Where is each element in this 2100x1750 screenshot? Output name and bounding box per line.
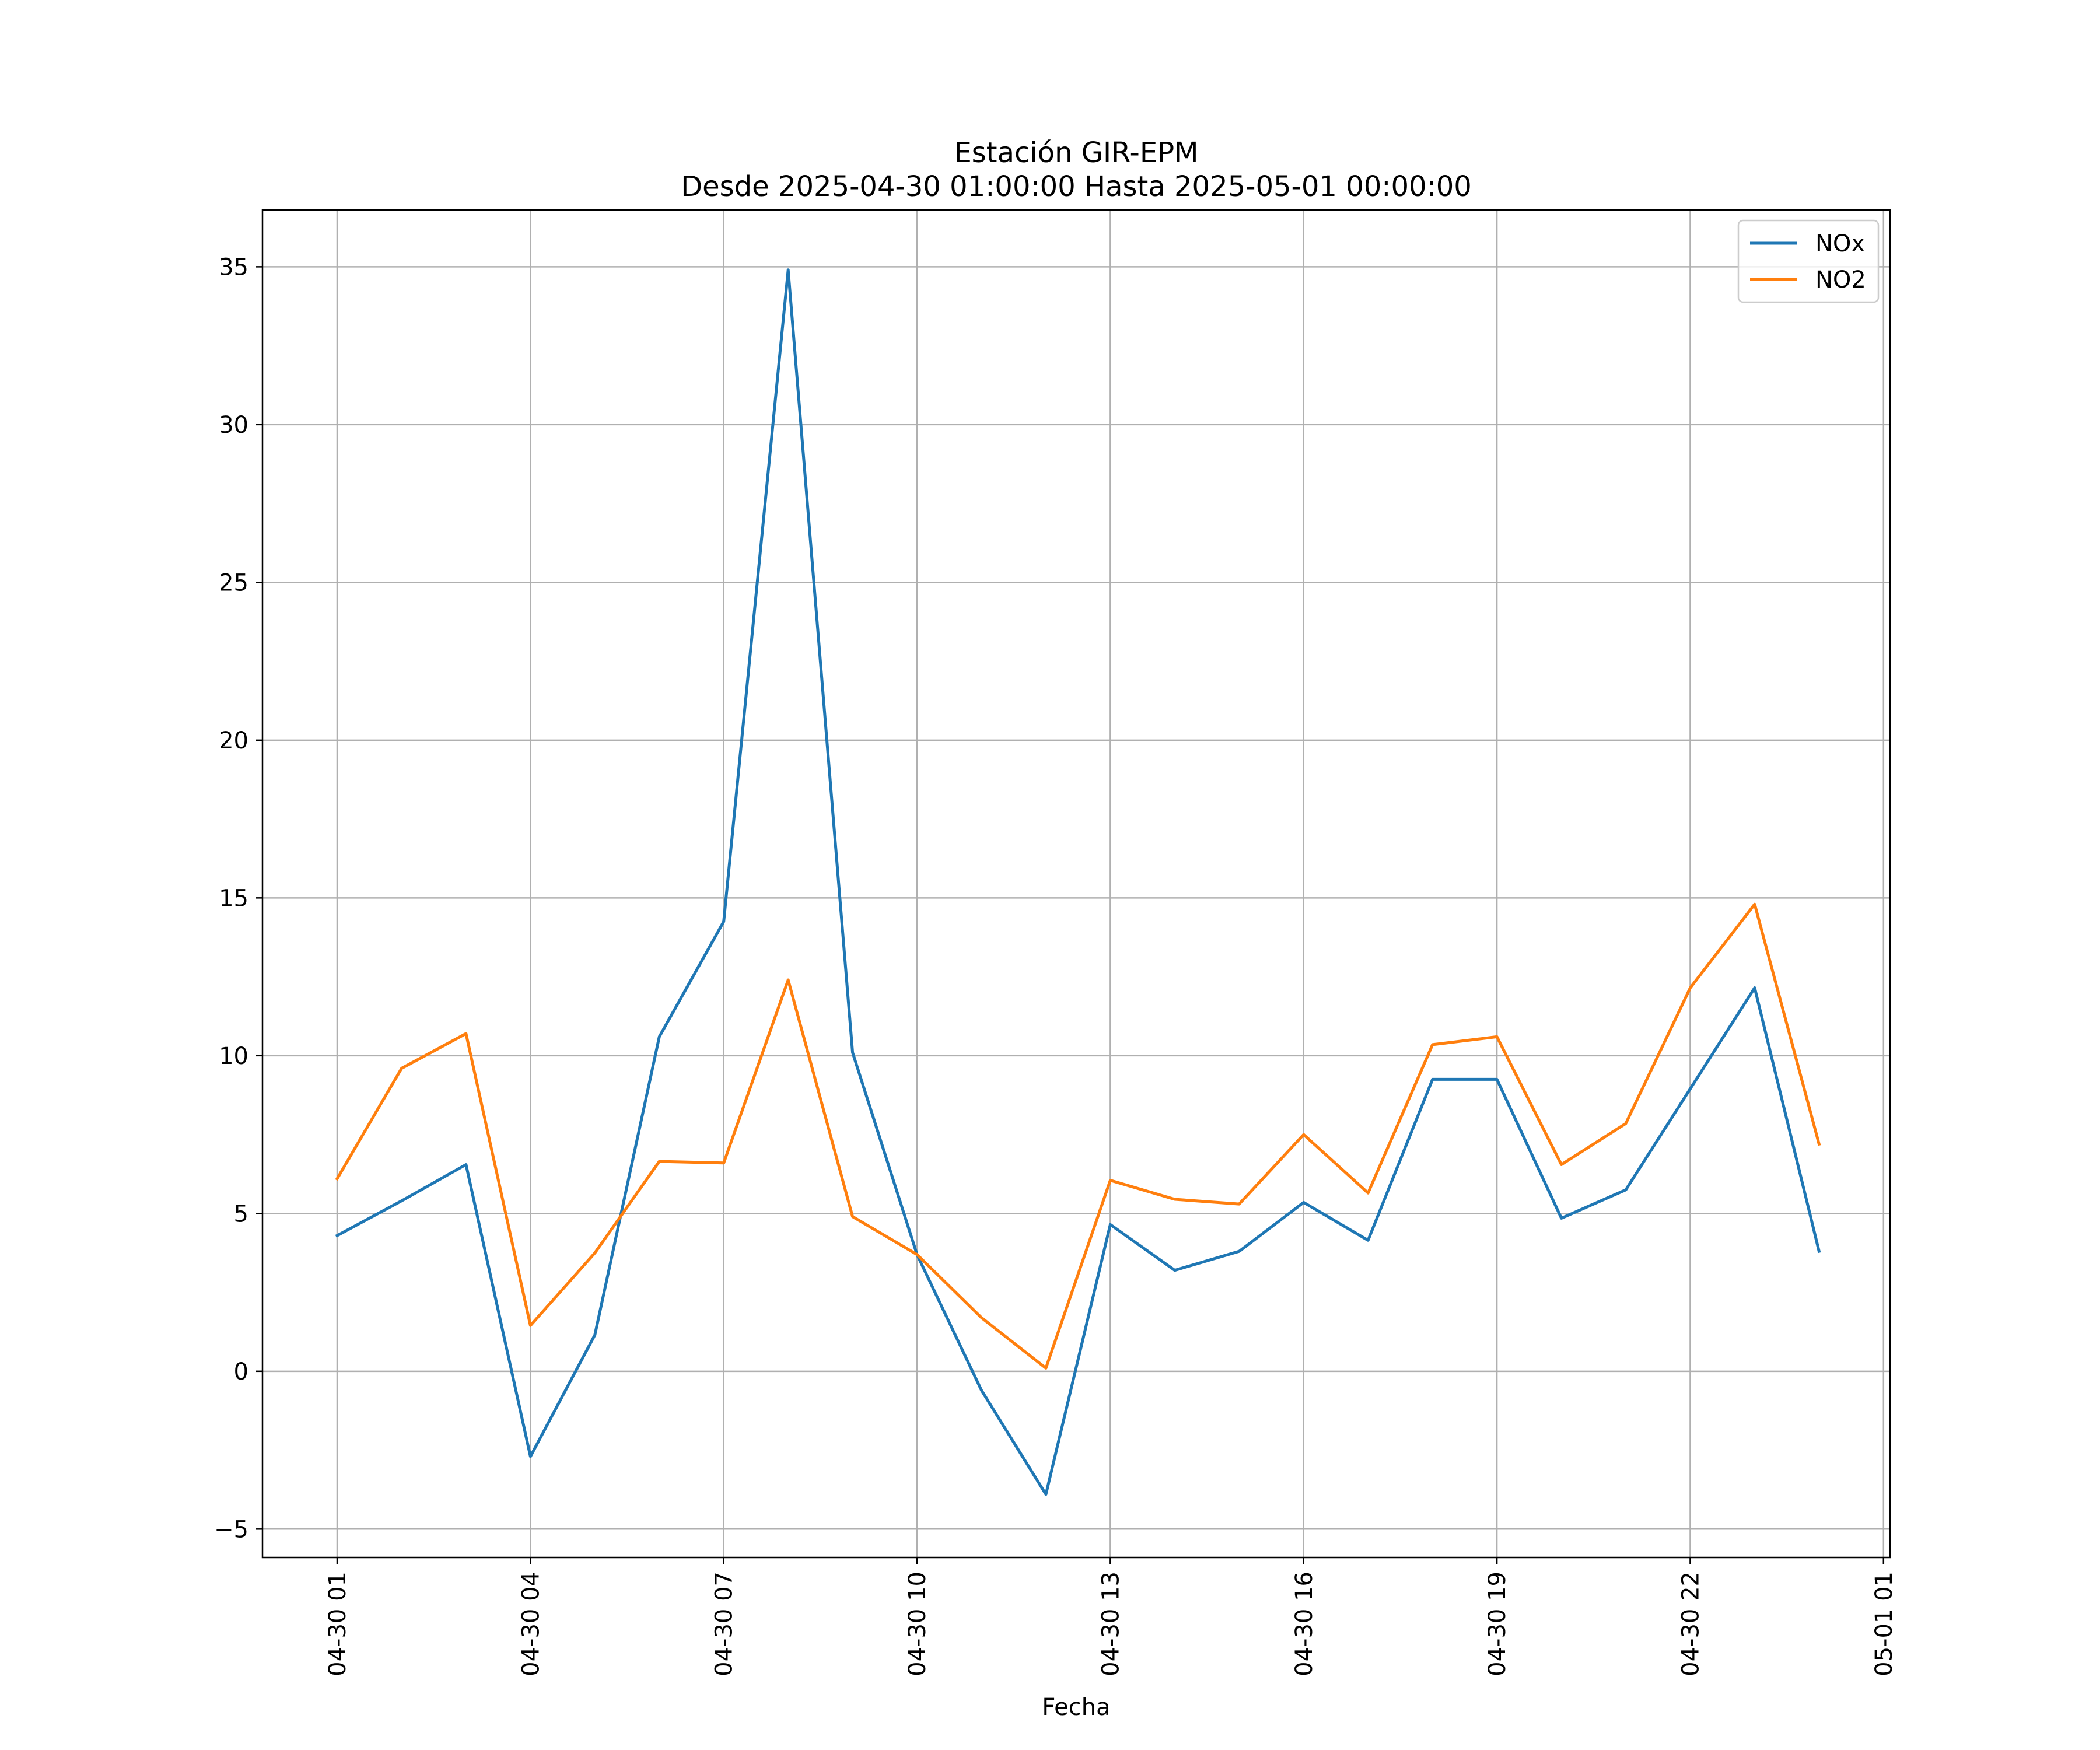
x-tick-label: 04-30 19 (1484, 1572, 1511, 1676)
x-tick-label: 04-30 04 (517, 1572, 544, 1676)
x-tick-label: 04-30 10 (904, 1572, 931, 1676)
x-tick-label: 05-01 01 (1871, 1572, 1898, 1676)
x-tick-label: 04-30 22 (1677, 1572, 1704, 1676)
y-tick-label: 25 (219, 569, 249, 596)
y-tick-label: 15 (219, 885, 249, 912)
y-tick-label: 20 (219, 727, 249, 754)
x-tick-label: 04-30 13 (1097, 1572, 1124, 1676)
y-tick-label: 10 (219, 1043, 249, 1070)
series-line-nox (335, 268, 1821, 1496)
x-tick-label: 04-30 01 (324, 1572, 351, 1676)
legend-label-no2: NO2 (1815, 267, 1866, 293)
y-tick-label: 30 (219, 412, 249, 439)
chart-title: Estación GIR-EPM (954, 136, 1198, 169)
chart-subtitle: Desde 2025-04-30 01:00:00 Hasta 2025-05-… (681, 170, 1472, 203)
legend-label-nox: NOx (1815, 230, 1865, 257)
axis-ticks: −5 0 5 10 15 20 25 30 35 04-30 01 04-30 04 04-30 07… (214, 254, 1898, 1676)
grid-lines (262, 210, 1890, 1558)
y-tick-label: −5 (214, 1516, 249, 1543)
x-axis-label: Fecha (1042, 1694, 1110, 1721)
y-tick-label: 35 (219, 254, 249, 281)
plot-frame (261, 209, 1891, 1559)
series-line-no2 (335, 902, 1821, 1370)
series-lines (335, 268, 1821, 1496)
x-tick-label: 04-30 16 (1291, 1572, 1318, 1676)
x-tick-label: 04-30 07 (711, 1572, 738, 1676)
legend-box (1737, 219, 1880, 303)
legend: NOx NO2 (1737, 219, 1880, 303)
y-tick-label: 0 (234, 1359, 249, 1385)
y-tick-label: 5 (234, 1200, 249, 1227)
